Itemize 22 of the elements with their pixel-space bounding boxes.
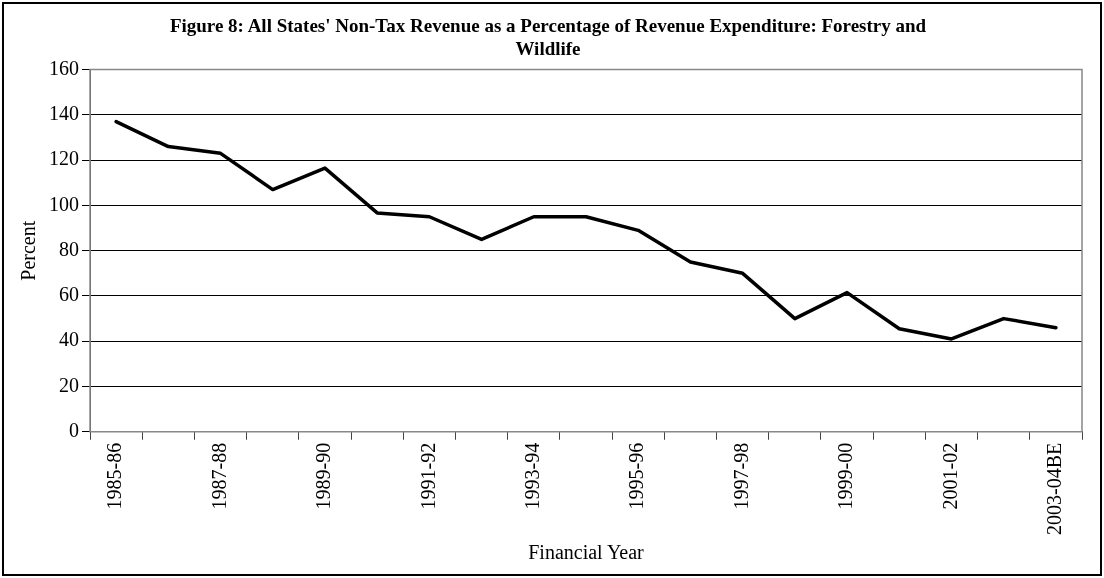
y-tick-label: 140 [49, 102, 79, 125]
x-tick-label: 1989-90 [312, 442, 335, 510]
x-tick-label: 2003-04BE [1043, 442, 1066, 535]
y-tick-label: 40 [59, 328, 79, 351]
x-tick-label: 1997-98 [729, 442, 752, 510]
y-tick-label: 20 [59, 373, 79, 396]
x-tick-label: 1995-96 [625, 442, 648, 510]
x-tick-label: 1991-92 [416, 442, 439, 510]
y-tick-label: 80 [59, 237, 79, 260]
x-tick-label: 2001-02 [938, 442, 961, 510]
x-tick-label: 1985-86 [103, 442, 126, 510]
y-axis-title: Percent [17, 220, 40, 281]
x-tick-label: 1993-94 [521, 442, 544, 510]
y-tick-label: 160 [49, 56, 79, 79]
y-tick-label: 60 [59, 283, 79, 306]
y-tick-label: 100 [49, 192, 79, 215]
x-tick-label: 1999-00 [834, 442, 857, 510]
chart-title: Figure 8: All States' Non-Tax Revenue as a Percentage of Revenue Expenditure: Forestry and Wildlife [169, 15, 927, 60]
x-axis-title: Financial Year [528, 541, 645, 564]
x-tick-label: 1987-88 [207, 442, 230, 510]
y-tick-label: 120 [49, 147, 79, 170]
y-tick-label: 0 [69, 419, 79, 442]
